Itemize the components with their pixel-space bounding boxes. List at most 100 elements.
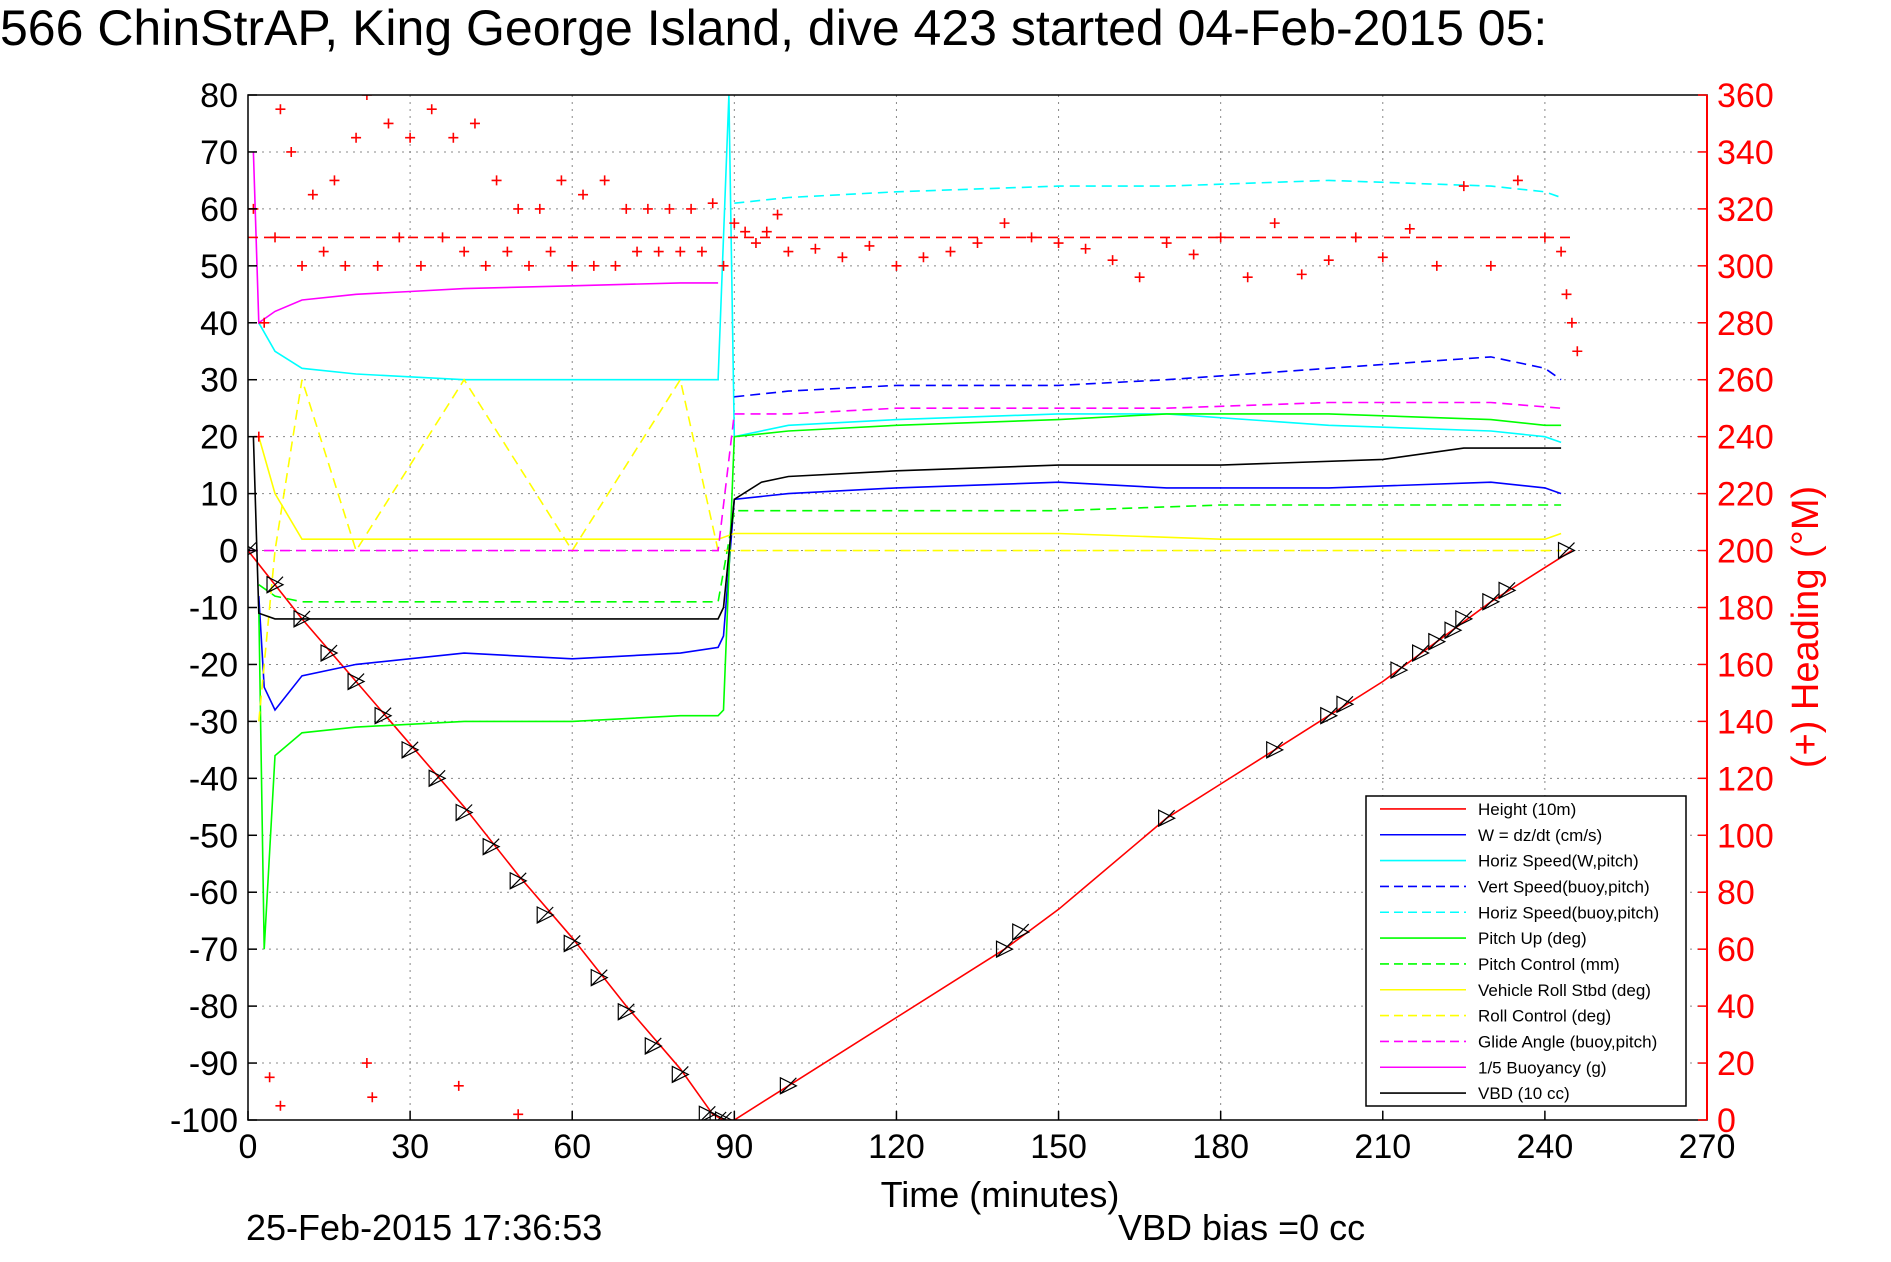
- y2-tick-label: 340: [1717, 134, 1774, 172]
- heading-marker: [318, 246, 329, 257]
- height-marker: [428, 769, 447, 788]
- legend: Height (10m) W = dz/dt (cm/s) Horiz Speed(…: [1365, 795, 1687, 1107]
- height-marker: [1158, 809, 1176, 828]
- height-marker: [1557, 541, 1576, 560]
- heading-marker: [740, 226, 751, 237]
- heading-marker: [972, 238, 983, 249]
- heading-marker: [1269, 218, 1280, 229]
- heading-marker: [810, 243, 821, 254]
- heading-marker: [945, 246, 956, 257]
- legend-label: Roll Control (deg): [1478, 1007, 1611, 1026]
- heading-marker: [599, 175, 610, 186]
- x-tick-label: 120: [868, 1128, 925, 1166]
- heading-marker: [696, 246, 707, 257]
- height-marker: [1498, 581, 1517, 600]
- heading-marker: [1561, 289, 1572, 300]
- series-2-line: [258, 95, 1562, 444]
- series-12-markers: [248, 95, 1583, 1120]
- heading-marker: [783, 246, 794, 257]
- plot-area: [248, 95, 1583, 1120]
- legend-label: Glide Angle (buoy,pitch): [1478, 1032, 1657, 1051]
- heading-marker: [1572, 346, 1583, 357]
- heading-marker: [491, 175, 502, 186]
- heading-marker: [513, 203, 524, 214]
- heading-marker: [632, 246, 643, 257]
- heading-marker: [502, 246, 513, 257]
- heading-marker: [588, 260, 599, 271]
- height-marker: [644, 1036, 663, 1055]
- series-4-line: [734, 179, 1562, 204]
- heading-marker: [1323, 255, 1334, 266]
- heading-marker: [351, 132, 362, 143]
- height-marker: [293, 609, 312, 628]
- y2-tick-label: 160: [1717, 646, 1774, 684]
- heading-marker: [1431, 260, 1442, 271]
- x-tick-label: 240: [1517, 1128, 1574, 1166]
- heading-marker: [259, 317, 270, 328]
- height-marker: [248, 542, 258, 556]
- y-tick-label: -80: [189, 988, 238, 1026]
- heading-marker: [707, 198, 718, 209]
- legend-label: Vert Speed(buoy,pitch): [1478, 877, 1650, 896]
- height-marker: [536, 906, 555, 924]
- y-tick-label: 40: [200, 305, 238, 343]
- height-marker: [374, 706, 393, 725]
- heading-marker: [675, 246, 686, 257]
- legend-label: VBD (10 cc): [1478, 1084, 1570, 1103]
- heading-marker: [1512, 175, 1523, 186]
- heading-marker: [426, 104, 437, 115]
- y-tick-label: 10: [200, 476, 238, 514]
- heading-marker: [307, 189, 318, 200]
- heading-marker: [1296, 269, 1307, 280]
- height-marker: [482, 837, 501, 856]
- heading-marker: [718, 260, 729, 271]
- height-marker: [1320, 706, 1339, 725]
- heading-marker: [1188, 249, 1199, 260]
- y-tick-label: 80: [200, 77, 238, 115]
- right-axis-label: (+) Heading (°M): [1785, 486, 1827, 768]
- height-marker: [590, 968, 609, 987]
- y-tick-label: 30: [200, 362, 238, 400]
- y2-tick-label: 300: [1717, 248, 1774, 286]
- y2-tick-label: 240: [1717, 419, 1774, 457]
- heading-marker: [372, 260, 383, 271]
- legend-label: Horiz Speed(W,pitch): [1478, 852, 1639, 871]
- height-marker: [1390, 661, 1409, 680]
- heading-marker: [664, 203, 675, 214]
- y-tick-label: 50: [200, 248, 238, 286]
- height-marker: [671, 1065, 690, 1084]
- y-tick-label: -70: [189, 931, 238, 969]
- heading-marker: [405, 132, 416, 143]
- heading-marker: [567, 260, 578, 271]
- y2-tick-label: 200: [1717, 533, 1774, 571]
- heading-marker: [837, 252, 848, 263]
- heading-marker: [729, 218, 740, 229]
- x-tick-label: 180: [1192, 1128, 1249, 1166]
- legend-box: [1365, 795, 1687, 1107]
- x-tick-label: 60: [553, 1128, 591, 1166]
- heading-marker: [1053, 238, 1064, 249]
- height-marker: [995, 940, 1014, 959]
- heading-marker: [361, 95, 372, 100]
- series-11-line: [252, 436, 1562, 620]
- series-8-line: [258, 377, 1562, 722]
- heading-marker: [761, 226, 772, 237]
- y-tick-label: -40: [189, 760, 238, 798]
- heading-marker: [642, 203, 653, 214]
- y-tick-label: -90: [189, 1045, 238, 1083]
- y2-tick-label: 360: [1717, 77, 1774, 115]
- y-tick-label: -100: [170, 1102, 238, 1140]
- height-marker: [455, 803, 474, 822]
- height-marker: [320, 644, 339, 663]
- x-tick-label: 90: [715, 1128, 753, 1166]
- series-7-line: [258, 436, 1562, 541]
- footer-date: 25-Feb-2015 17:36:53: [246, 1207, 602, 1248]
- x-tick-label: 30: [391, 1128, 429, 1166]
- heading-marker: [459, 246, 470, 257]
- heading-marker: [448, 132, 459, 143]
- heading-marker: [534, 203, 545, 214]
- y-tick-label: 70: [200, 134, 238, 172]
- x-tick-label: 0: [239, 1128, 258, 1166]
- y2-tick-label: 180: [1717, 590, 1774, 628]
- heading-marker: [329, 175, 340, 186]
